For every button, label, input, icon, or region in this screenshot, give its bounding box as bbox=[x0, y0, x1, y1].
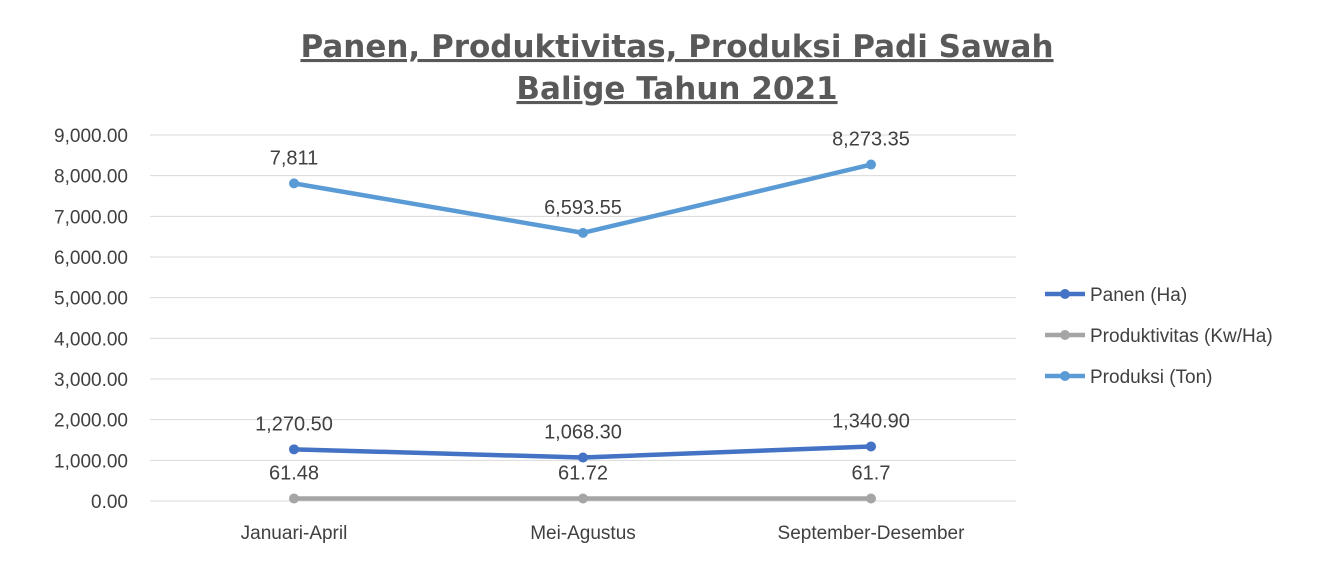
data-label: 61.72 bbox=[558, 462, 608, 484]
data-point bbox=[866, 493, 876, 504]
x-tick-label: Januari-April bbox=[241, 523, 348, 544]
chart-title: Panen, Produktivitas, Produksi Padi Sawa… bbox=[300, 29, 1053, 107]
legend-label: Produksi (Ton) bbox=[1090, 367, 1213, 388]
data-label: 6,593.55 bbox=[544, 197, 622, 219]
data-label: 8,273.35 bbox=[832, 129, 910, 151]
chart-title-line-2: Balige Tahun 2021 bbox=[516, 71, 837, 107]
series-0 bbox=[289, 441, 876, 463]
legend-item: Produktivitas (Kw/Ha) bbox=[1045, 326, 1273, 347]
y-tick-label: 7,000.00 bbox=[54, 207, 128, 228]
legend-marker-icon bbox=[1060, 371, 1070, 381]
legend-item: Panen (Ha) bbox=[1045, 285, 1187, 306]
y-tick-label: 2,000.00 bbox=[54, 411, 128, 432]
legend: Panen (Ha) Produktivitas (Kw/Ha) Produksi … bbox=[1045, 285, 1273, 388]
data-point bbox=[289, 493, 299, 504]
x-tick-label: Mei-Agustus bbox=[530, 523, 636, 544]
data-label: 1,340.90 bbox=[832, 410, 910, 432]
data-point bbox=[289, 444, 299, 455]
data-point bbox=[578, 227, 588, 238]
series-lines bbox=[289, 159, 876, 504]
y-tick-label: 9,000.00 bbox=[54, 126, 128, 147]
legend-marker-icon bbox=[1060, 330, 1070, 340]
x-tick-label: September-Desember bbox=[778, 523, 966, 544]
y-tick-label: 8,000.00 bbox=[54, 167, 128, 188]
gridlines bbox=[150, 134, 1016, 502]
series-1 bbox=[289, 493, 876, 504]
data-label: 7,811 bbox=[270, 147, 319, 169]
data-label: 1,270.50 bbox=[255, 413, 333, 435]
data-label: 61.7 bbox=[852, 462, 891, 484]
chart-title-line-1: Panen, Produktivitas, Produksi Padi Sawa… bbox=[300, 29, 1053, 65]
data-point bbox=[289, 178, 299, 189]
legend-marker-icon bbox=[1060, 289, 1070, 299]
y-tick-label: 0.00 bbox=[91, 492, 128, 513]
data-label: 61.48 bbox=[269, 462, 319, 484]
data-point bbox=[578, 493, 588, 504]
y-axis-tick-labels: 0.00 1,000.00 2,000.00 3,000.00 4,000.00 5,00… bbox=[54, 126, 128, 513]
y-tick-label: 1,000.00 bbox=[54, 451, 128, 472]
y-tick-label: 4,000.00 bbox=[54, 329, 128, 350]
data-point bbox=[578, 452, 588, 463]
data-label: 1,068.30 bbox=[544, 422, 622, 444]
data-labels: 1,270.50 1,068.30 1,340.90 61.48 61.72 61.7 7,… bbox=[255, 129, 910, 485]
x-axis-tick-labels: Januari-April Mei-Agustus September-Desemb… bbox=[241, 523, 965, 544]
legend-item: Produksi (Ton) bbox=[1045, 367, 1213, 388]
legend-label: Produktivitas (Kw/Ha) bbox=[1090, 326, 1273, 347]
y-tick-label: 6,000.00 bbox=[54, 248, 128, 269]
y-tick-label: 3,000.00 bbox=[54, 370, 128, 391]
legend-label: Panen (Ha) bbox=[1090, 285, 1187, 306]
y-tick-label: 5,000.00 bbox=[54, 289, 128, 310]
series-2 bbox=[289, 159, 876, 238]
data-point bbox=[866, 441, 876, 452]
data-point bbox=[866, 159, 876, 170]
